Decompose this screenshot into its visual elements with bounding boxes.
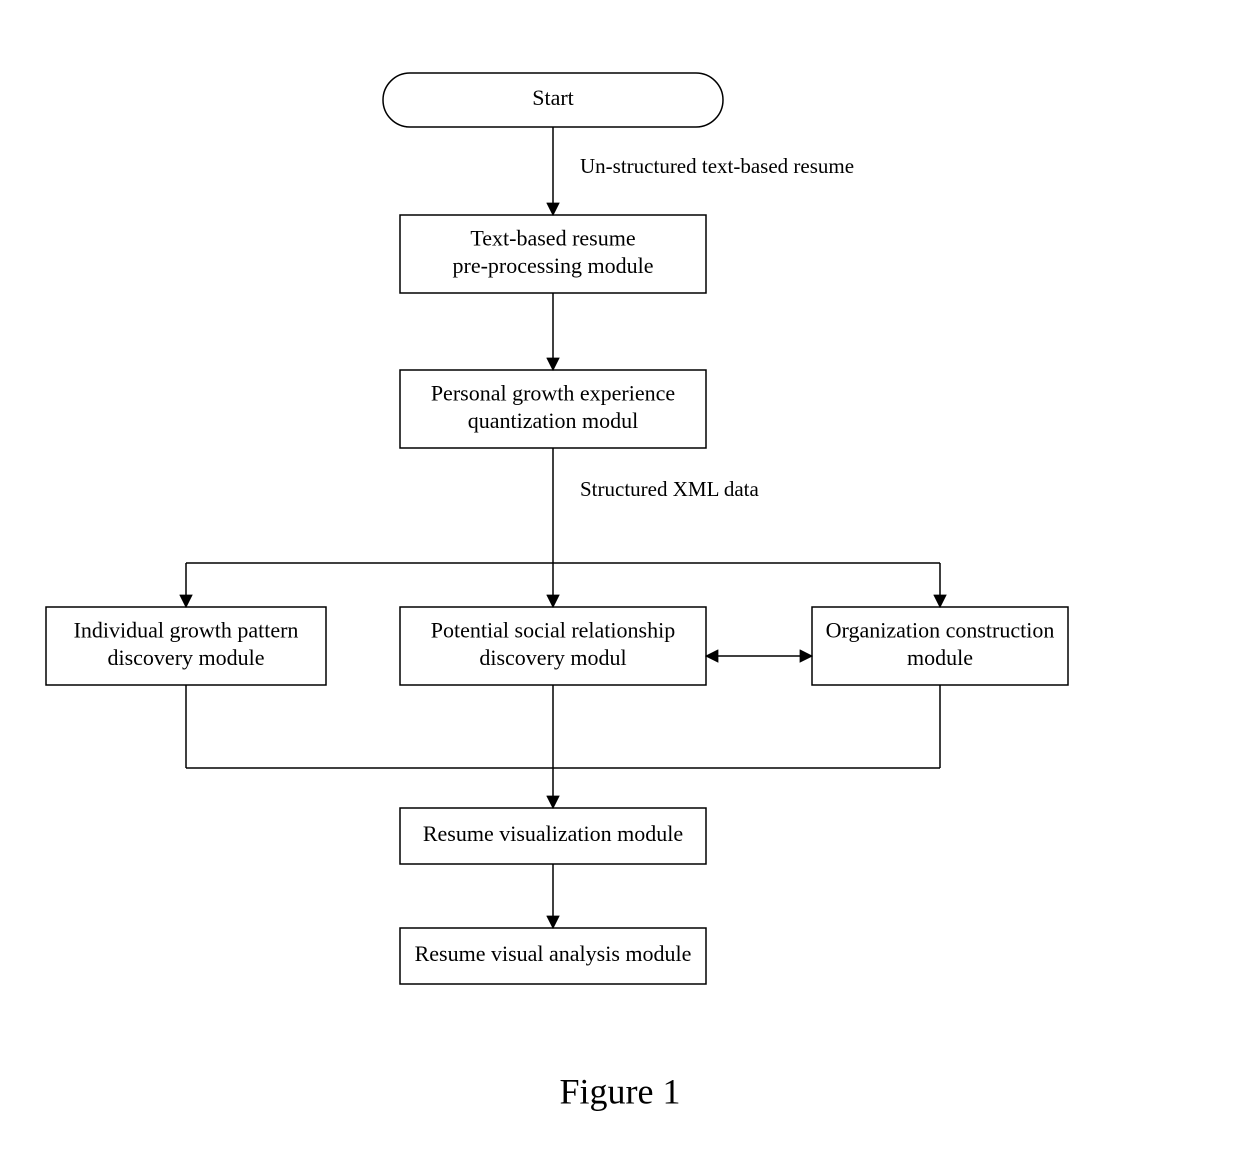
node-analysis: Resume visual analysis module (400, 928, 706, 984)
flowchart: Start Text-based resume pre-processing mod… (0, 0, 1240, 1157)
node-org: Organization construction module (812, 607, 1068, 685)
node-social: Potential social relationship discovery m… (400, 607, 706, 685)
node-individual: Individual growth pattern discovery modul… (46, 607, 326, 685)
node-preproc: Text-based resume pre-processing module (400, 215, 706, 293)
figure-caption: Figure 1 (560, 1071, 681, 1111)
node-quant-label-line1: quantization modul (468, 408, 638, 433)
node-org-label-line0: Organization construction (826, 617, 1055, 642)
node-analysis-label-line0: Resume visual analysis module (415, 941, 692, 966)
node-preproc-label-line1: pre-processing module (453, 253, 654, 278)
node-individual-label-line1: discovery module (107, 645, 264, 670)
node-viz-label-line0: Resume visualization module (423, 821, 683, 846)
node-social-label-line1: discovery modul (479, 645, 626, 670)
node-social-label-line0: Potential social relationship (431, 617, 675, 642)
node-org-label-line1: module (907, 645, 973, 670)
edge-label-0: Un-structured text-based resume (580, 154, 854, 178)
node-viz: Resume visualization module (400, 808, 706, 864)
node-preproc-label-line0: Text-based resume (470, 225, 635, 250)
node-individual-label-line0: Individual growth pattern (74, 617, 299, 642)
edge-label-1: Structured XML data (580, 477, 760, 501)
node-start: Start (383, 73, 723, 127)
node-quant: Personal growth experience quantization m… (400, 370, 706, 448)
node-quant-label-line0: Personal growth experience (431, 380, 675, 405)
node-start-label-line0: Start (532, 85, 574, 110)
